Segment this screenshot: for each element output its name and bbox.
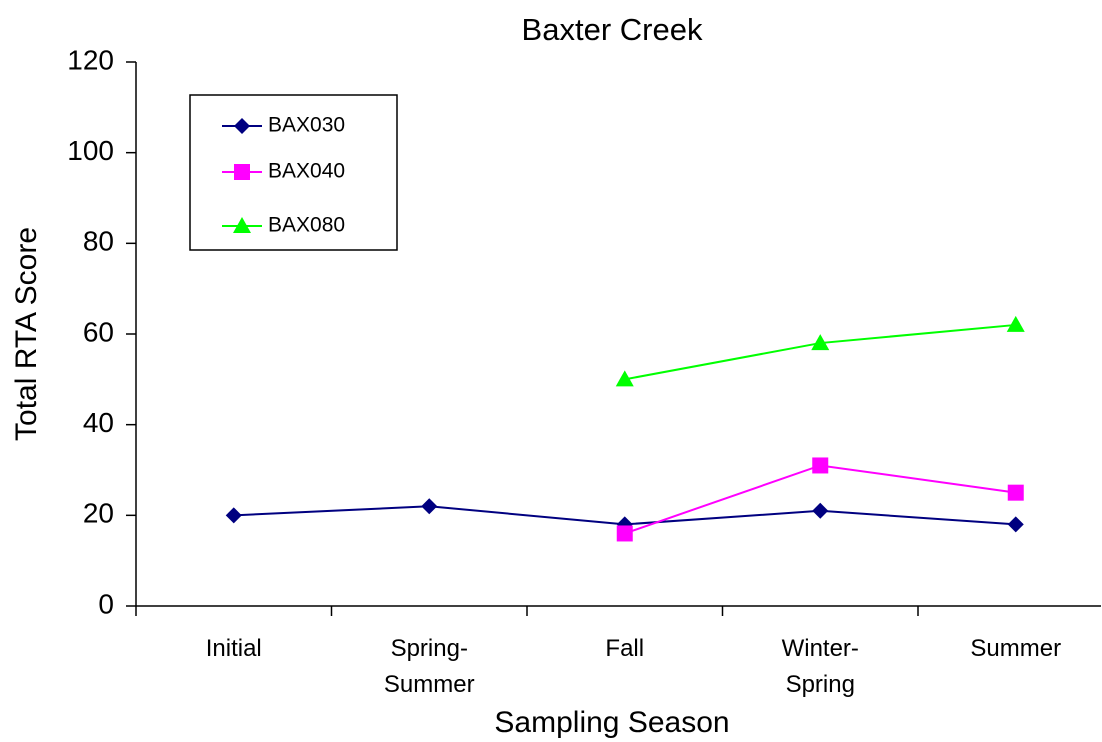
marker <box>1007 484 1024 501</box>
legend <box>189 94 398 251</box>
y-tick-label: 120 <box>67 44 114 75</box>
marker <box>615 370 634 387</box>
legend-label: BAX080 <box>268 214 345 237</box>
marker <box>421 498 438 515</box>
y-tick-label: 0 <box>98 588 114 619</box>
y-tick-label: 40 <box>83 407 114 438</box>
x-tick-label: Fall <box>605 635 644 662</box>
x-tick-label: Summer <box>970 635 1061 662</box>
marker <box>812 457 829 474</box>
chart-title: Baxter Creek <box>522 12 703 47</box>
marker <box>234 118 250 134</box>
marker <box>225 507 242 524</box>
x-tick-label: Initial <box>206 635 262 662</box>
marker <box>1006 315 1025 332</box>
legend-label: BAX040 <box>268 160 345 183</box>
marker <box>812 502 829 519</box>
y-tick-label: 20 <box>83 498 114 529</box>
series-line <box>624 464 1016 535</box>
marker <box>811 334 830 351</box>
marker <box>233 217 251 233</box>
marker <box>616 525 633 542</box>
x-tick-label: Winter-Spring <box>782 635 859 698</box>
y-tick-label: 100 <box>67 135 114 166</box>
legend-label: BAX030 <box>268 114 345 137</box>
x-tick-label: Spring-Summer <box>384 635 475 698</box>
marker <box>234 164 250 180</box>
y-axis-title: Total RTA Score <box>10 227 43 441</box>
series-line <box>624 323 1016 381</box>
y-tick-label: 60 <box>83 316 114 347</box>
y-tick-label: 80 <box>83 226 114 257</box>
marker <box>1007 516 1024 533</box>
x-axis-title: Sampling Season <box>494 706 729 739</box>
